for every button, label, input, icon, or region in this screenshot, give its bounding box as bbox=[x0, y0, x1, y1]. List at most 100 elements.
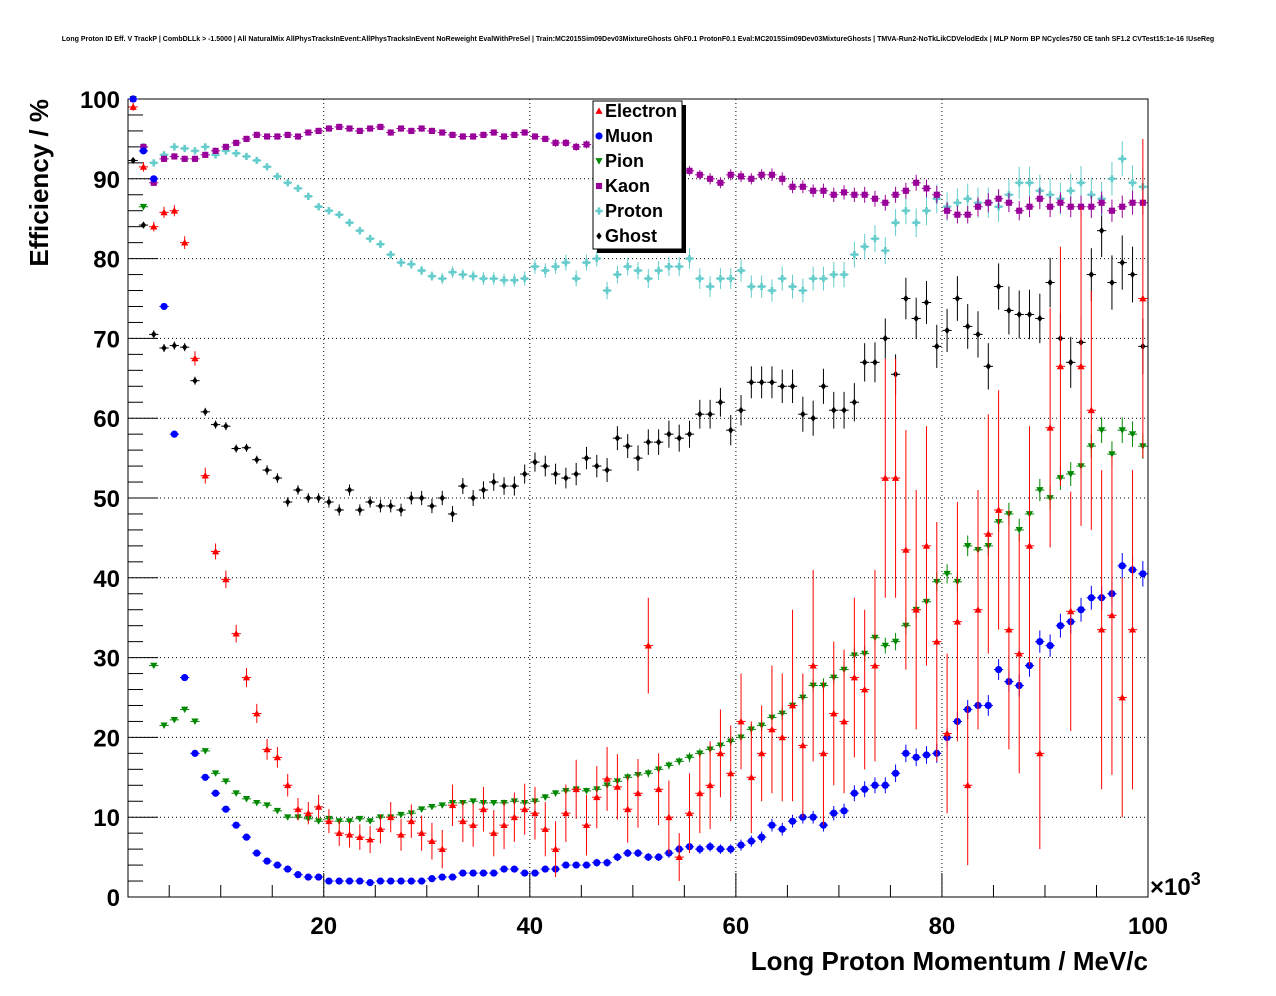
data-point bbox=[738, 406, 744, 414]
data-point bbox=[356, 815, 364, 823]
data-point bbox=[769, 378, 775, 386]
data-point bbox=[315, 873, 323, 881]
data-point bbox=[582, 821, 591, 829]
data-point bbox=[882, 334, 888, 342]
data-point bbox=[181, 239, 189, 246]
data-point bbox=[253, 849, 261, 857]
y-axis-label: Efficiency / % bbox=[24, 99, 54, 267]
data-point bbox=[469, 272, 477, 280]
data-point bbox=[582, 861, 591, 869]
data-point bbox=[408, 494, 415, 502]
data-point bbox=[1098, 626, 1106, 633]
data-point bbox=[707, 175, 714, 182]
data-point bbox=[861, 243, 869, 251]
data-point bbox=[388, 502, 394, 510]
data-point bbox=[799, 813, 807, 821]
legend-label: Proton bbox=[605, 201, 663, 221]
data-point bbox=[603, 859, 611, 867]
legend-marker bbox=[595, 107, 603, 114]
legend-box bbox=[592, 100, 683, 250]
data-point bbox=[768, 286, 776, 295]
data-point bbox=[479, 274, 488, 283]
data-point bbox=[922, 542, 931, 549]
data-point bbox=[470, 133, 477, 140]
y-tick-label: 10 bbox=[93, 805, 120, 832]
data-point bbox=[1068, 358, 1074, 366]
data-point bbox=[346, 125, 353, 132]
data-point bbox=[305, 129, 312, 136]
data-point bbox=[336, 506, 342, 514]
data-point bbox=[212, 420, 219, 429]
data-point bbox=[995, 282, 1002, 291]
data-point bbox=[139, 147, 148, 155]
data-point bbox=[768, 821, 776, 829]
data-point bbox=[943, 729, 951, 737]
data-point bbox=[985, 199, 992, 206]
data-point bbox=[1025, 542, 1034, 549]
data-point bbox=[634, 789, 642, 797]
data-point bbox=[1109, 278, 1115, 287]
data-point bbox=[1047, 278, 1053, 287]
data-point bbox=[438, 802, 446, 809]
data-point bbox=[903, 294, 909, 303]
data-point bbox=[758, 171, 765, 178]
data-point bbox=[243, 135, 250, 142]
data-point bbox=[500, 821, 508, 829]
data-point bbox=[366, 818, 374, 825]
data-point bbox=[562, 258, 570, 267]
data-point bbox=[397, 831, 405, 838]
data-point bbox=[788, 282, 797, 291]
data-point bbox=[686, 167, 693, 174]
data-point bbox=[819, 749, 828, 757]
data-point bbox=[480, 131, 487, 138]
data-point bbox=[407, 817, 415, 825]
data-point bbox=[191, 147, 199, 155]
data-point bbox=[819, 821, 828, 829]
data-point bbox=[273, 753, 281, 761]
data-point bbox=[861, 191, 868, 198]
data-point bbox=[531, 869, 539, 877]
data-point bbox=[593, 793, 601, 801]
data-point bbox=[336, 123, 343, 130]
data-point bbox=[551, 845, 560, 852]
data-point bbox=[459, 270, 467, 279]
data-point bbox=[1087, 191, 1095, 199]
data-point bbox=[480, 486, 487, 494]
data-point bbox=[933, 191, 940, 198]
data-point bbox=[201, 773, 209, 781]
data-point bbox=[902, 207, 910, 215]
data-point bbox=[397, 258, 405, 267]
data-point bbox=[748, 175, 755, 182]
legend-label: Electron bbox=[605, 101, 677, 121]
x-tick-label: 20 bbox=[310, 913, 337, 940]
data-point bbox=[953, 199, 961, 207]
data-point bbox=[315, 127, 322, 134]
data-point bbox=[150, 159, 158, 167]
legend-marker bbox=[595, 158, 603, 165]
data-point bbox=[367, 498, 373, 506]
y-tick-label: 30 bbox=[93, 646, 120, 673]
data-point bbox=[407, 260, 415, 268]
data-point bbox=[273, 807, 281, 815]
data-point bbox=[191, 354, 199, 362]
data-point bbox=[501, 133, 508, 140]
data-point bbox=[644, 274, 652, 283]
data-point bbox=[1077, 362, 1085, 370]
y-tick-label: 70 bbox=[93, 326, 120, 353]
x-tick-label: 60 bbox=[723, 913, 750, 940]
data-point bbox=[851, 191, 858, 198]
data-point bbox=[160, 722, 168, 730]
data-point bbox=[706, 781, 714, 789]
data-point bbox=[264, 466, 270, 474]
data-point bbox=[357, 506, 363, 514]
data-point bbox=[594, 462, 600, 470]
data-point bbox=[551, 790, 560, 797]
data-point bbox=[284, 865, 292, 873]
data-point bbox=[655, 266, 663, 275]
data-point bbox=[418, 877, 426, 885]
data-point bbox=[1129, 270, 1136, 279]
series-muon bbox=[128, 95, 1148, 887]
y-tick-label: 60 bbox=[93, 406, 120, 433]
data-point bbox=[850, 673, 858, 681]
data-point bbox=[995, 506, 1003, 513]
